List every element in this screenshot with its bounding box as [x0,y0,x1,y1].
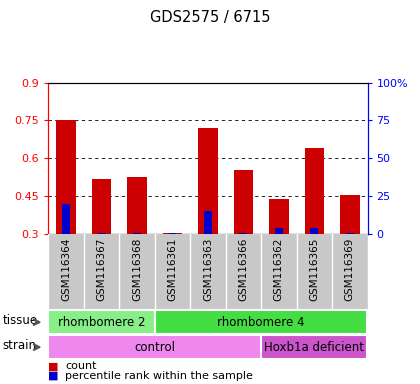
Bar [48,335,261,359]
Text: GDS2575 / 6715: GDS2575 / 6715 [150,10,270,25]
Bar [133,233,141,234]
Bar [56,121,76,234]
Bar [261,335,368,359]
Text: GSM116361: GSM116361 [168,237,177,301]
Bar [204,212,212,234]
Bar [163,233,182,234]
Bar [269,199,289,234]
Text: strain: strain [3,339,37,353]
Bar [346,233,354,234]
Bar [275,228,283,234]
Text: GSM116366: GSM116366 [239,237,248,301]
Bar [155,310,368,334]
Text: GSM116369: GSM116369 [345,237,355,301]
Text: ■: ■ [48,361,59,371]
Text: Hoxb1a deficient: Hoxb1a deficient [264,341,364,354]
Text: count: count [65,361,97,371]
Text: percentile rank within the sample: percentile rank within the sample [65,371,253,381]
Bar [340,195,360,234]
Bar [97,233,105,234]
Text: control: control [134,341,175,354]
Bar [168,233,176,234]
Bar [310,228,318,234]
Bar [92,179,111,234]
Bar [62,204,70,234]
Bar [234,170,253,234]
Text: GSM116365: GSM116365 [309,237,319,301]
Text: GSM116368: GSM116368 [132,237,142,301]
Text: GSM116363: GSM116363 [203,237,213,301]
Text: GSM116362: GSM116362 [274,237,284,301]
Bar [239,233,247,234]
Text: rhombomere 4: rhombomere 4 [218,316,305,329]
Bar [127,177,147,234]
Text: ■: ■ [48,371,59,381]
Text: GSM116367: GSM116367 [97,237,107,301]
Bar [198,128,218,234]
Text: tissue: tissue [3,314,37,328]
Bar [304,148,324,234]
Text: GSM116364: GSM116364 [61,237,71,301]
Bar [48,310,155,334]
Text: rhombomere 2: rhombomere 2 [58,316,145,329]
